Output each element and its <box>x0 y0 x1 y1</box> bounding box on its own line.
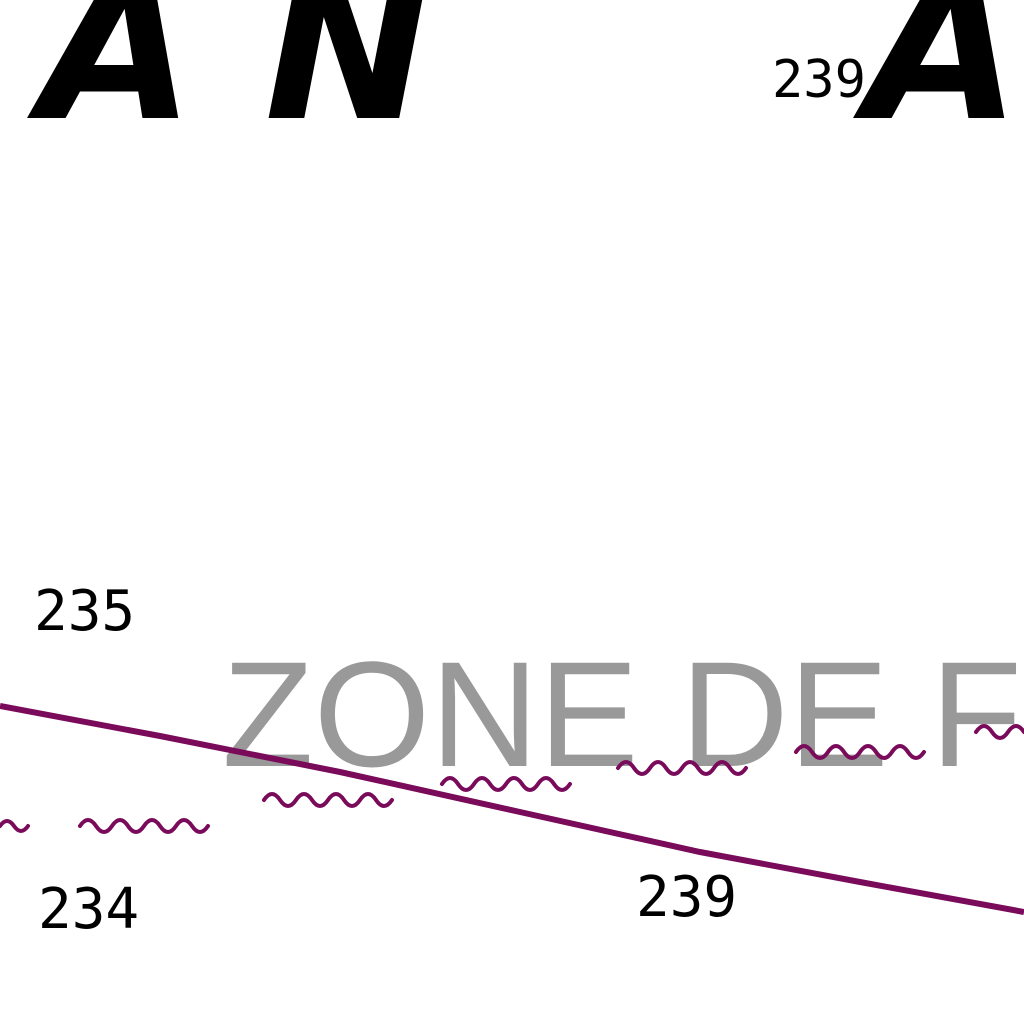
wavy-line-segment <box>440 776 572 792</box>
region-name-right: A <box>853 0 1021 166</box>
wavy-line-segment <box>0 819 30 833</box>
wavy-line-segment <box>794 744 926 760</box>
wavy-line-segment <box>974 724 1024 740</box>
sounding-top-right: 239 <box>772 50 866 110</box>
zone-label: ZONE DE F <box>222 630 1022 798</box>
wavy-line-segment <box>616 760 748 776</box>
boundary-line <box>0 703 1024 915</box>
sounding-234: 234 <box>38 877 139 942</box>
region-name-left: A N <box>27 0 432 166</box>
sounding-239: 239 <box>636 865 737 930</box>
wavy-line-segment <box>78 818 210 834</box>
sounding-235: 235 <box>34 579 135 644</box>
wavy-line-group <box>0 724 1024 834</box>
wavy-line-segment <box>262 792 394 808</box>
